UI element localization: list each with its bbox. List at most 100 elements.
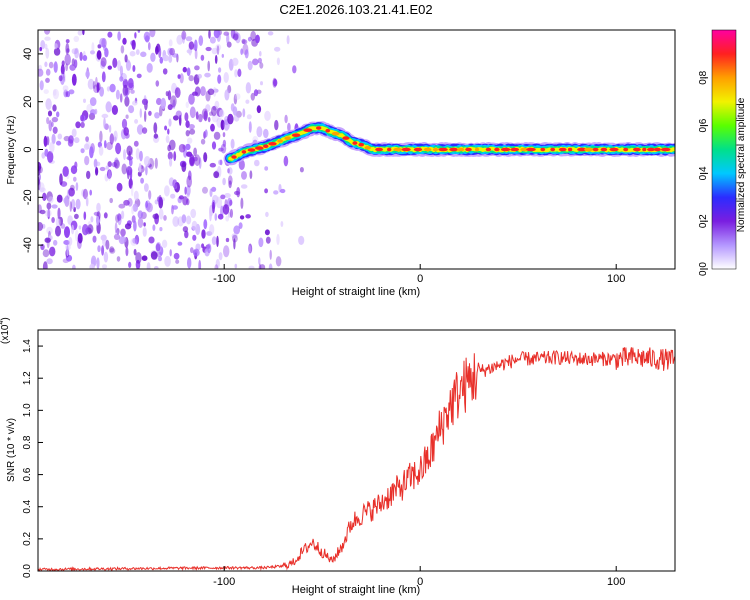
colorbar-tick-label: 0.8 [698, 70, 709, 84]
noise-blob [54, 43, 58, 50]
noise-blob [224, 193, 231, 198]
trace-peak [474, 147, 480, 152]
noise-blob [215, 44, 222, 51]
noise-blob [90, 216, 94, 223]
noise-blob [158, 194, 162, 206]
noise-blob [131, 39, 136, 50]
snr-frame [37, 329, 676, 572]
noise-blob [92, 235, 97, 243]
noise-blob [105, 101, 112, 113]
noise-blob [265, 211, 269, 218]
colorbar-scale [711, 29, 737, 270]
noise-blob [167, 128, 170, 135]
noise-blob [96, 82, 100, 93]
noise-blob [129, 50, 136, 57]
noise-blob [153, 133, 159, 139]
noise-blob [182, 226, 189, 233]
noise-blob [42, 261, 48, 269]
noise-blob [203, 219, 208, 230]
noise-blob [203, 152, 208, 163]
noise-blob [265, 236, 271, 244]
trace-peak [438, 147, 448, 152]
noise-blob [40, 40, 46, 50]
noise-blob [105, 165, 110, 170]
noise-blob [159, 227, 163, 232]
noise-blob [198, 259, 202, 269]
noise-blob [245, 82, 252, 94]
noise-blob [207, 60, 210, 72]
noise-blob [259, 50, 262, 57]
noise-blob [62, 85, 69, 92]
noise-blob [61, 60, 65, 67]
noise-blob [64, 53, 71, 66]
noise-blob [47, 110, 53, 117]
noise-blob [169, 158, 173, 167]
noise-blob [45, 47, 50, 59]
noise-blob [111, 105, 118, 115]
noise-blob [135, 49, 140, 55]
noise-blob [38, 68, 44, 77]
noise-blob [205, 104, 211, 112]
noise-blob [100, 57, 107, 67]
noise-blob [92, 80, 96, 90]
noise-blob [107, 31, 113, 38]
noise-blob [116, 228, 120, 235]
noise-blob [141, 98, 149, 106]
noise-blob [143, 222, 146, 227]
top-x-tick-label: 0 [417, 273, 423, 285]
noise-blob [134, 234, 140, 245]
noise-blob [255, 34, 260, 44]
noise-blob [194, 39, 198, 52]
noise-blob [39, 187, 46, 192]
noise-blob [216, 235, 219, 248]
noise-blob [105, 239, 110, 250]
noise-blob [44, 36, 51, 41]
noise-blob [124, 54, 128, 63]
noise-blob [158, 256, 162, 262]
noise-blob [125, 246, 129, 257]
noise-blob [215, 196, 223, 209]
trace-peak [600, 147, 608, 152]
noise-blob [250, 92, 255, 101]
noise-blob [209, 162, 216, 168]
noise-blob [73, 137, 80, 144]
noise-blob [58, 75, 63, 82]
noise-blob [122, 37, 127, 45]
noise-blob [286, 35, 290, 45]
noise-blob [71, 48, 79, 55]
noise-blob [164, 125, 168, 131]
noise-blob [156, 97, 162, 106]
noise-blob [140, 51, 147, 58]
noise-blob [258, 263, 262, 269]
noise-blob [131, 185, 134, 197]
trace-peak [500, 147, 511, 152]
noise-blob [194, 48, 198, 60]
noise-blob [146, 63, 153, 73]
noise-blob [167, 144, 172, 152]
colorbar-tick-label: 0.6 [698, 118, 709, 132]
noise-blob [159, 105, 163, 117]
noise-blob [211, 236, 217, 246]
noise-blob [214, 213, 218, 221]
noise-blob [248, 265, 255, 269]
bottom-x-tick-label: 100 [607, 576, 625, 588]
noise-blob [53, 47, 61, 56]
trace-peak [592, 147, 599, 152]
noise-blob [184, 112, 189, 122]
noise-blob [103, 117, 106, 129]
noise-blob [165, 91, 169, 97]
noise-blob [214, 54, 218, 64]
noise-blob [85, 136, 89, 142]
noise-blob [44, 237, 51, 243]
noise-blob [256, 126, 263, 138]
noise-blob [223, 72, 229, 83]
noise-blob [82, 224, 89, 236]
noise-blob [109, 197, 113, 204]
noise-blob [152, 213, 159, 220]
noise-blob [154, 157, 158, 169]
noise-blob [198, 113, 203, 123]
noise-blob [75, 198, 81, 210]
noise-blob [52, 126, 58, 134]
noise-blob [280, 188, 286, 194]
noise-blob [55, 225, 61, 237]
